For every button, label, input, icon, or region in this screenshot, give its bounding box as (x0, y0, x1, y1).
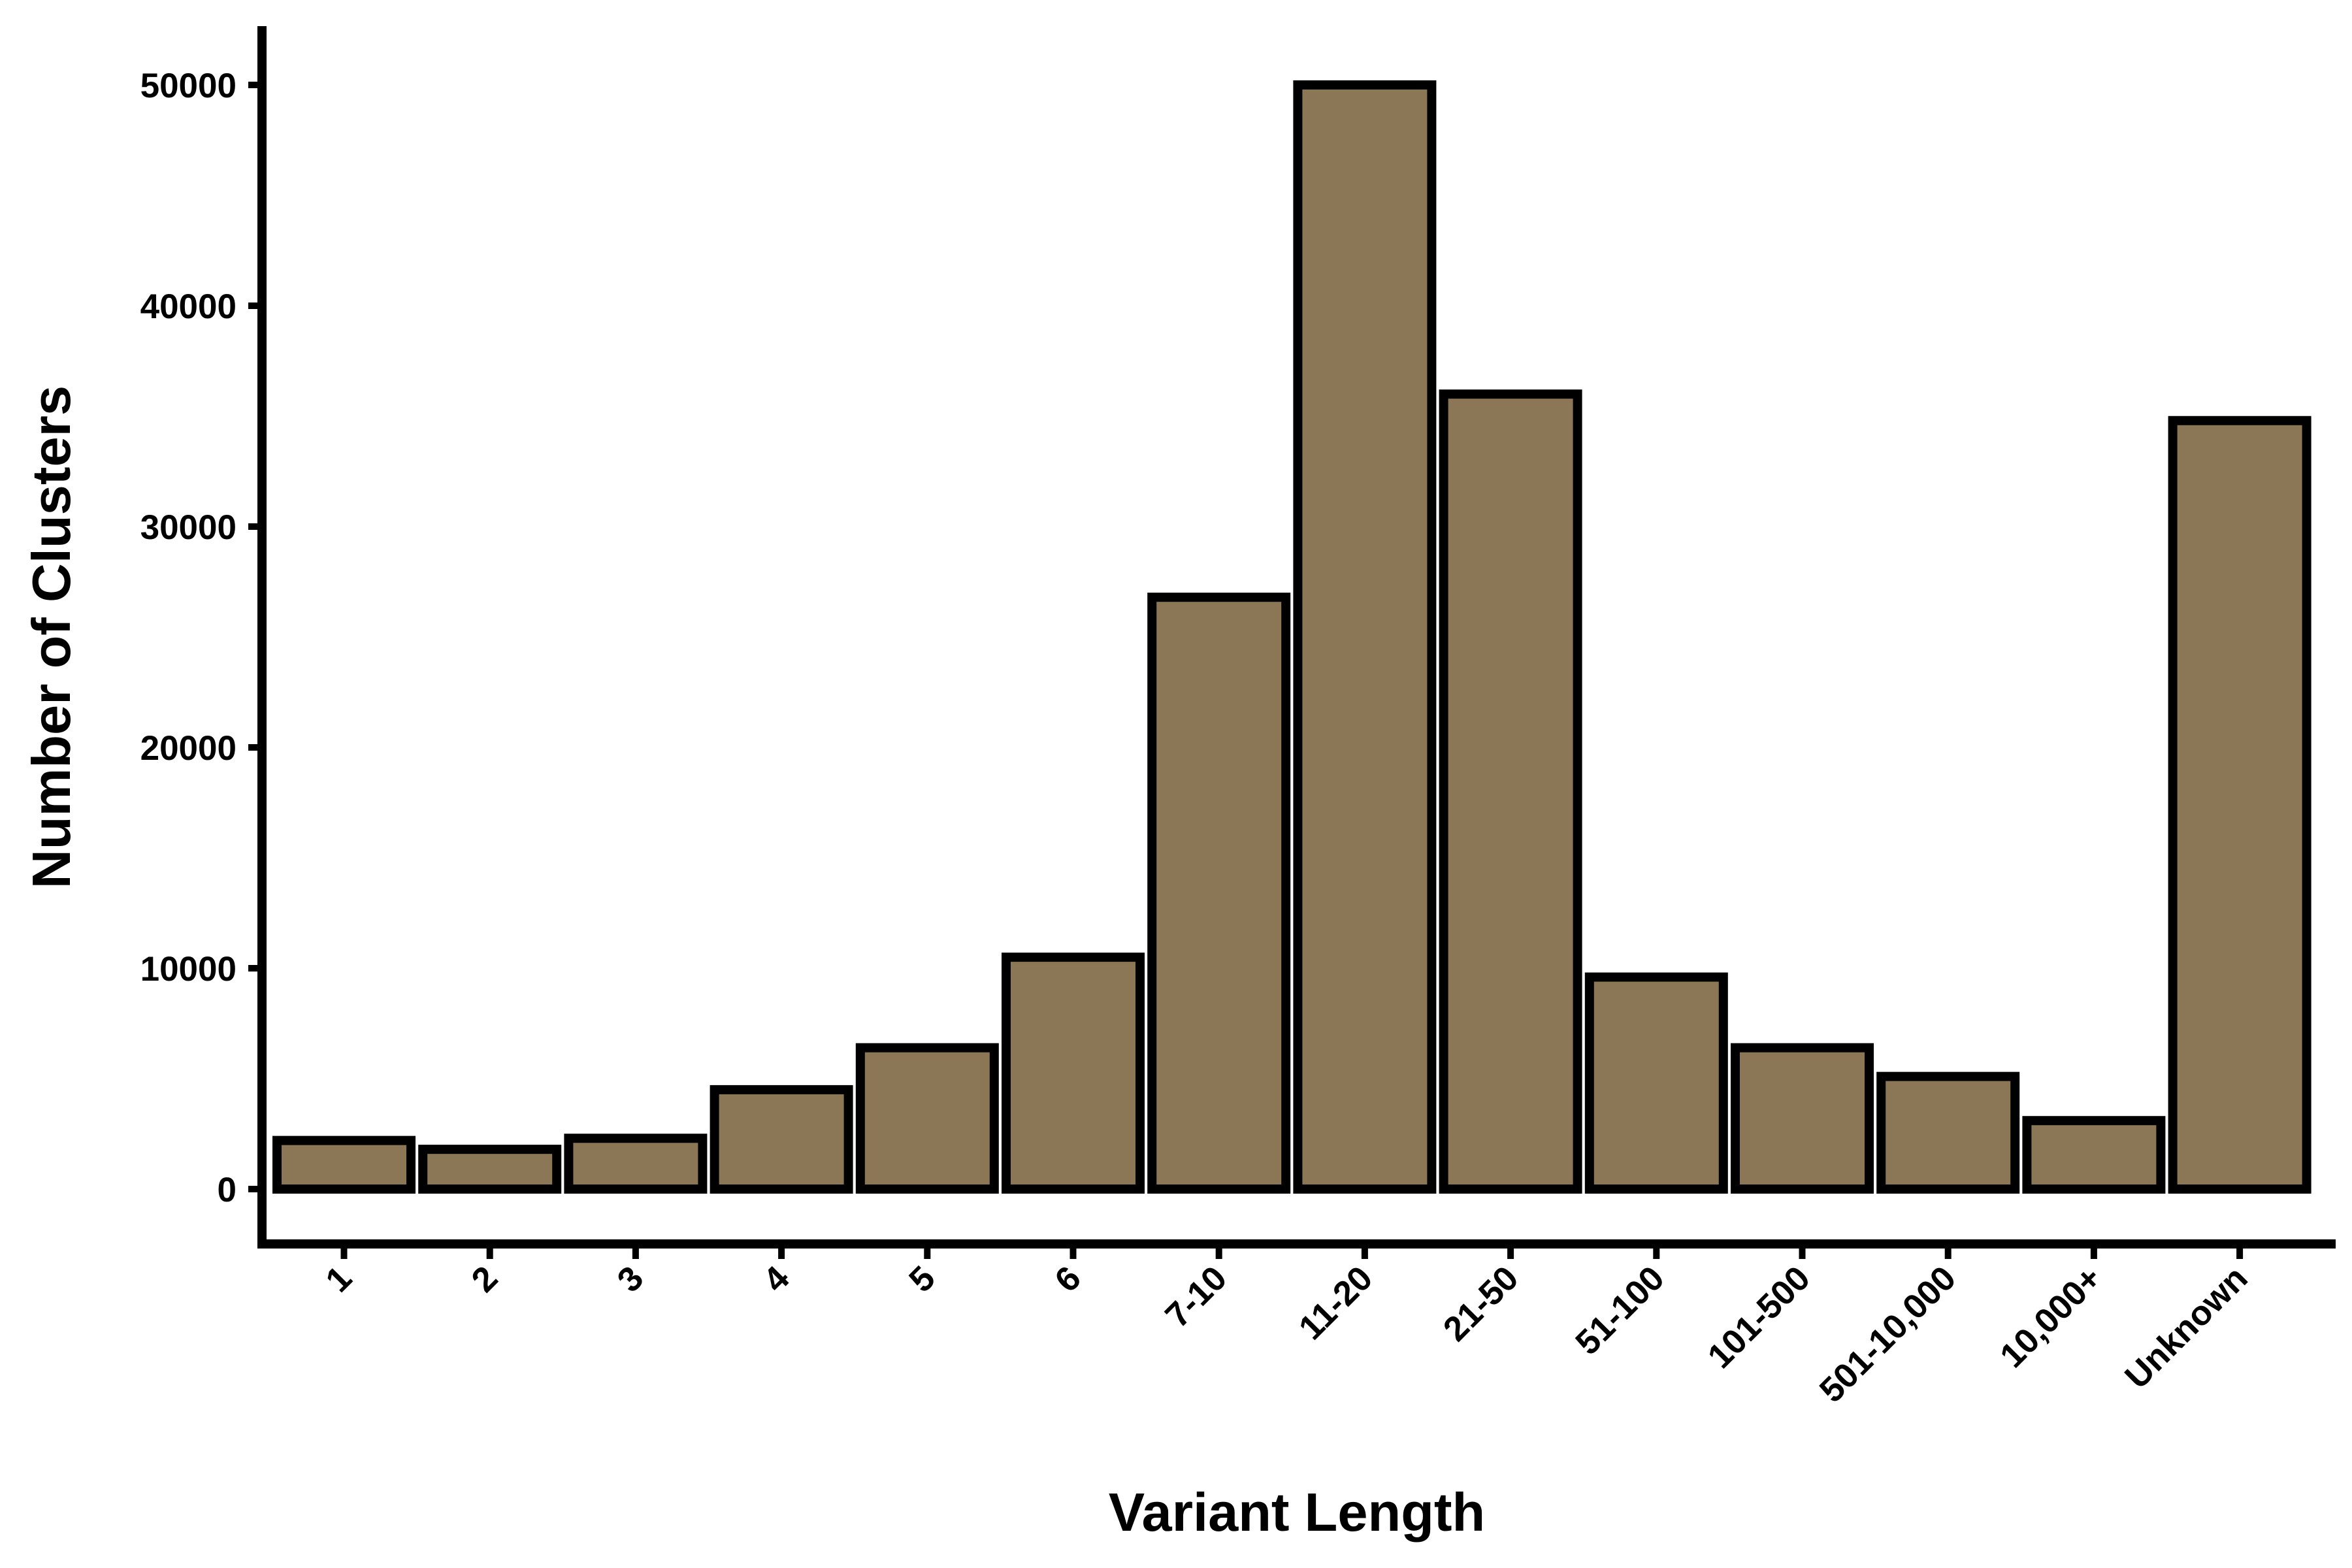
x-tick-label: 7-10 (1158, 1259, 1234, 1335)
bar-2 (418, 1145, 562, 1194)
bar-3 (564, 1134, 708, 1194)
bar-6 (1002, 953, 1145, 1194)
y-tick-label: 10000 (140, 950, 237, 988)
bar-4 (710, 1085, 853, 1194)
x-tick-label: 4 (756, 1258, 797, 1299)
x-tick-label: 21-50 (1436, 1259, 1526, 1349)
x-axis-ticks: 1 2 3 4 5 6 7-10 11-20 21-50 51-100 101-500501-10,… (318, 1244, 2255, 1410)
y-tick-label: 30000 (140, 508, 237, 547)
bar-501-10,000 (1876, 1071, 2020, 1194)
bar-10,000+ (2022, 1116, 2166, 1194)
bar-11-20 (1293, 80, 1437, 1194)
x-axis-title: Variant Length (1109, 1482, 1485, 1543)
bars (272, 80, 2311, 1194)
x-tick-label: 6 (1047, 1259, 1088, 1300)
x-tick-label: Unknown (2117, 1259, 2255, 1396)
x-tick-label: 2 (465, 1259, 506, 1300)
y-tick-label: 50000 (140, 67, 237, 105)
x-tick-label: 1 (318, 1259, 359, 1300)
y-axis-title: Number of Clusters (21, 385, 82, 889)
y-tick-label: 0 (218, 1171, 237, 1209)
x-tick-label: 3 (610, 1259, 651, 1300)
x-tick-label: 11-20 (1292, 1259, 1380, 1348)
bar-101-500 (1731, 1043, 1874, 1194)
bar-1 (272, 1135, 416, 1194)
x-tick-label: 51-100 (1568, 1259, 1671, 1362)
x-tick-label: 501-10,000 (1812, 1259, 1963, 1410)
y-tick-label: 40000 (140, 287, 237, 326)
bar-21-50 (1439, 389, 1582, 1194)
x-tick-label: 5 (902, 1259, 943, 1300)
bar-Unknown (2168, 416, 2311, 1194)
y-axis-ticks: 0 10000 20000 30000 40000 50000 (140, 67, 262, 1209)
x-tick-label: 101-500 (1701, 1259, 1818, 1376)
bar-51-100 (1584, 972, 1728, 1194)
x-tick-label: 10,000+ (1993, 1259, 2109, 1375)
y-tick-label: 20000 (140, 729, 237, 768)
bar-5 (855, 1043, 999, 1194)
bar-7-10 (1147, 593, 1291, 1194)
